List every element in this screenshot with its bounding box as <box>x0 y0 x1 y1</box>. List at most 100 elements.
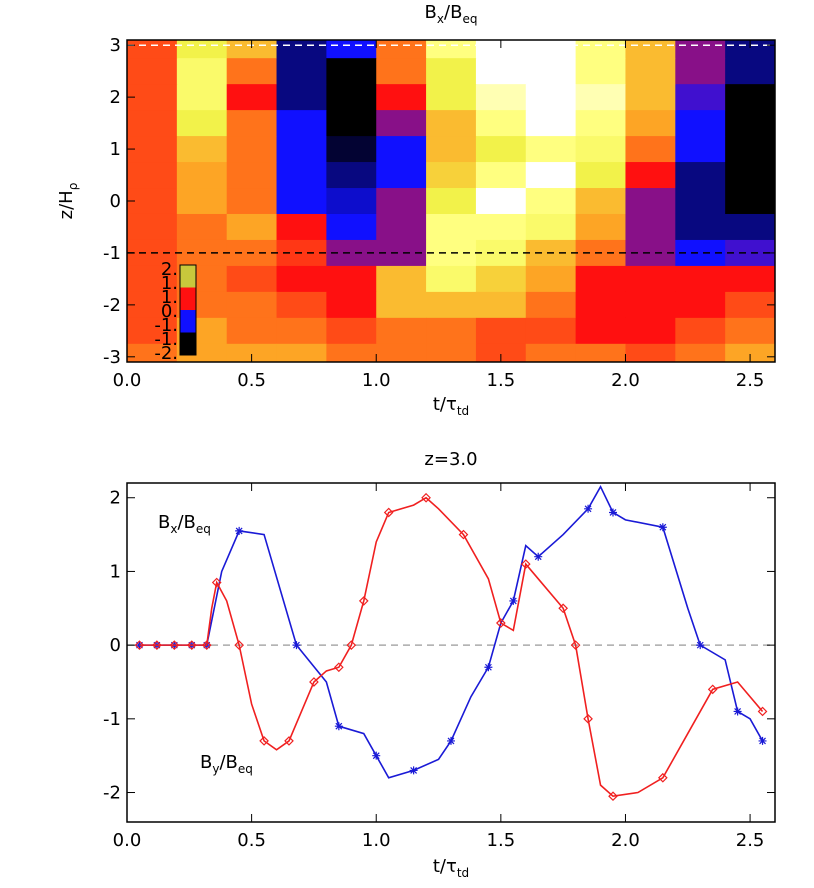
marker <box>584 504 593 513</box>
x-tick-label: 2.5 <box>736 830 765 851</box>
y-tick-label: -3 <box>103 347 121 368</box>
heat-cell <box>127 136 178 163</box>
heat-cell <box>226 110 278 137</box>
heat-cell <box>176 58 228 85</box>
heat-cell <box>226 136 278 163</box>
marker <box>733 707 742 716</box>
heat-cell <box>475 162 527 189</box>
heat-cell <box>475 84 527 111</box>
marker <box>707 684 718 695</box>
y-tick-label: -2 <box>103 783 121 804</box>
heat-cell <box>625 40 676 59</box>
heat-cell <box>176 40 228 59</box>
heat-cell <box>326 317 377 345</box>
x-tick-label: 2.0 <box>611 830 640 851</box>
series-label-part: eq <box>196 522 211 536</box>
marker <box>235 526 244 535</box>
marker <box>757 706 768 717</box>
heat-cell <box>426 265 477 293</box>
heat-cell <box>525 84 577 111</box>
heat-cell <box>475 343 527 363</box>
x-axis-label-part: t/τ <box>433 394 457 415</box>
y-tick-label: 2 <box>110 488 121 509</box>
heat-cell <box>625 343 676 363</box>
heat-cell <box>326 291 377 319</box>
x-axis-label: t/τtd <box>433 856 469 880</box>
y-tick-label: 0 <box>110 191 121 212</box>
marker <box>696 641 705 650</box>
heat-cell <box>276 136 327 163</box>
heat-cell <box>525 317 577 345</box>
series-label-part: B <box>158 512 170 533</box>
x-tick-label: 0.5 <box>237 830 266 851</box>
marker <box>520 559 531 569</box>
marker <box>334 722 343 731</box>
heat-cell <box>525 58 577 85</box>
heat-cell <box>376 136 427 163</box>
heat-cell <box>575 317 626 345</box>
heat-cell <box>426 317 477 345</box>
marker <box>495 618 506 628</box>
heat-cell <box>127 317 178 345</box>
heat-cell <box>376 343 427 363</box>
colorbar-label: -1. <box>154 315 178 336</box>
heat-cell <box>575 213 626 241</box>
y-tick-label: -1 <box>103 243 121 264</box>
heat-cell <box>176 162 228 189</box>
marker <box>186 640 197 650</box>
chart-title-part: z=3.0 <box>424 449 477 470</box>
series-label-part: /B <box>177 512 195 533</box>
heat-cell <box>675 84 726 111</box>
heat-cell <box>675 291 726 319</box>
heat-cell <box>376 58 427 85</box>
heat-cell <box>426 343 477 363</box>
colorbar-label: -2. <box>154 343 178 364</box>
marker <box>259 736 269 746</box>
marker <box>658 523 667 532</box>
y-tick-label: 2 <box>110 87 121 108</box>
heat-cell <box>276 40 327 59</box>
colorbar-swatch <box>180 287 196 310</box>
marker <box>201 640 212 650</box>
y-tick-label: 3 <box>110 35 121 56</box>
marker <box>570 640 581 650</box>
heat-cell <box>326 58 377 85</box>
heat-cell <box>625 162 676 189</box>
heat-cell <box>276 291 327 319</box>
heat-cell <box>276 188 327 215</box>
heat-cell <box>525 40 577 59</box>
heat-cell <box>326 265 377 293</box>
heat-cell <box>426 213 477 241</box>
y-axis-label-part: z/H <box>56 190 77 219</box>
heat-cell <box>475 213 527 241</box>
heat-cell <box>575 162 626 189</box>
heat-cell <box>226 84 278 111</box>
heat-cell <box>276 84 327 111</box>
colorbar-label: -1. <box>154 329 178 350</box>
heat-cell <box>226 317 278 345</box>
heat-cell <box>575 84 626 111</box>
heat-cell <box>176 84 228 111</box>
colorbar-label: 1. <box>161 273 178 294</box>
marker <box>583 713 593 724</box>
heat-cell <box>276 162 327 189</box>
x-tick-label: 0.0 <box>113 370 142 391</box>
series-label-part: x <box>170 522 177 536</box>
series-line <box>139 484 764 779</box>
colorbar-swatch <box>180 332 196 355</box>
marker <box>372 751 381 760</box>
heat-cell <box>525 265 577 293</box>
x-tick-label: 1.0 <box>362 370 391 391</box>
marker <box>421 492 431 503</box>
heat-cell <box>226 291 278 319</box>
series-label-part: eq <box>238 762 253 776</box>
marker <box>169 640 180 650</box>
heat-cell <box>276 343 327 363</box>
heat-cell <box>675 317 726 345</box>
heat-cell <box>376 110 427 137</box>
heat-cell <box>525 110 577 137</box>
heat-cell <box>127 110 178 137</box>
x-axis-label-part: td <box>457 404 469 418</box>
marker <box>409 766 418 775</box>
heat-cell <box>675 58 726 85</box>
